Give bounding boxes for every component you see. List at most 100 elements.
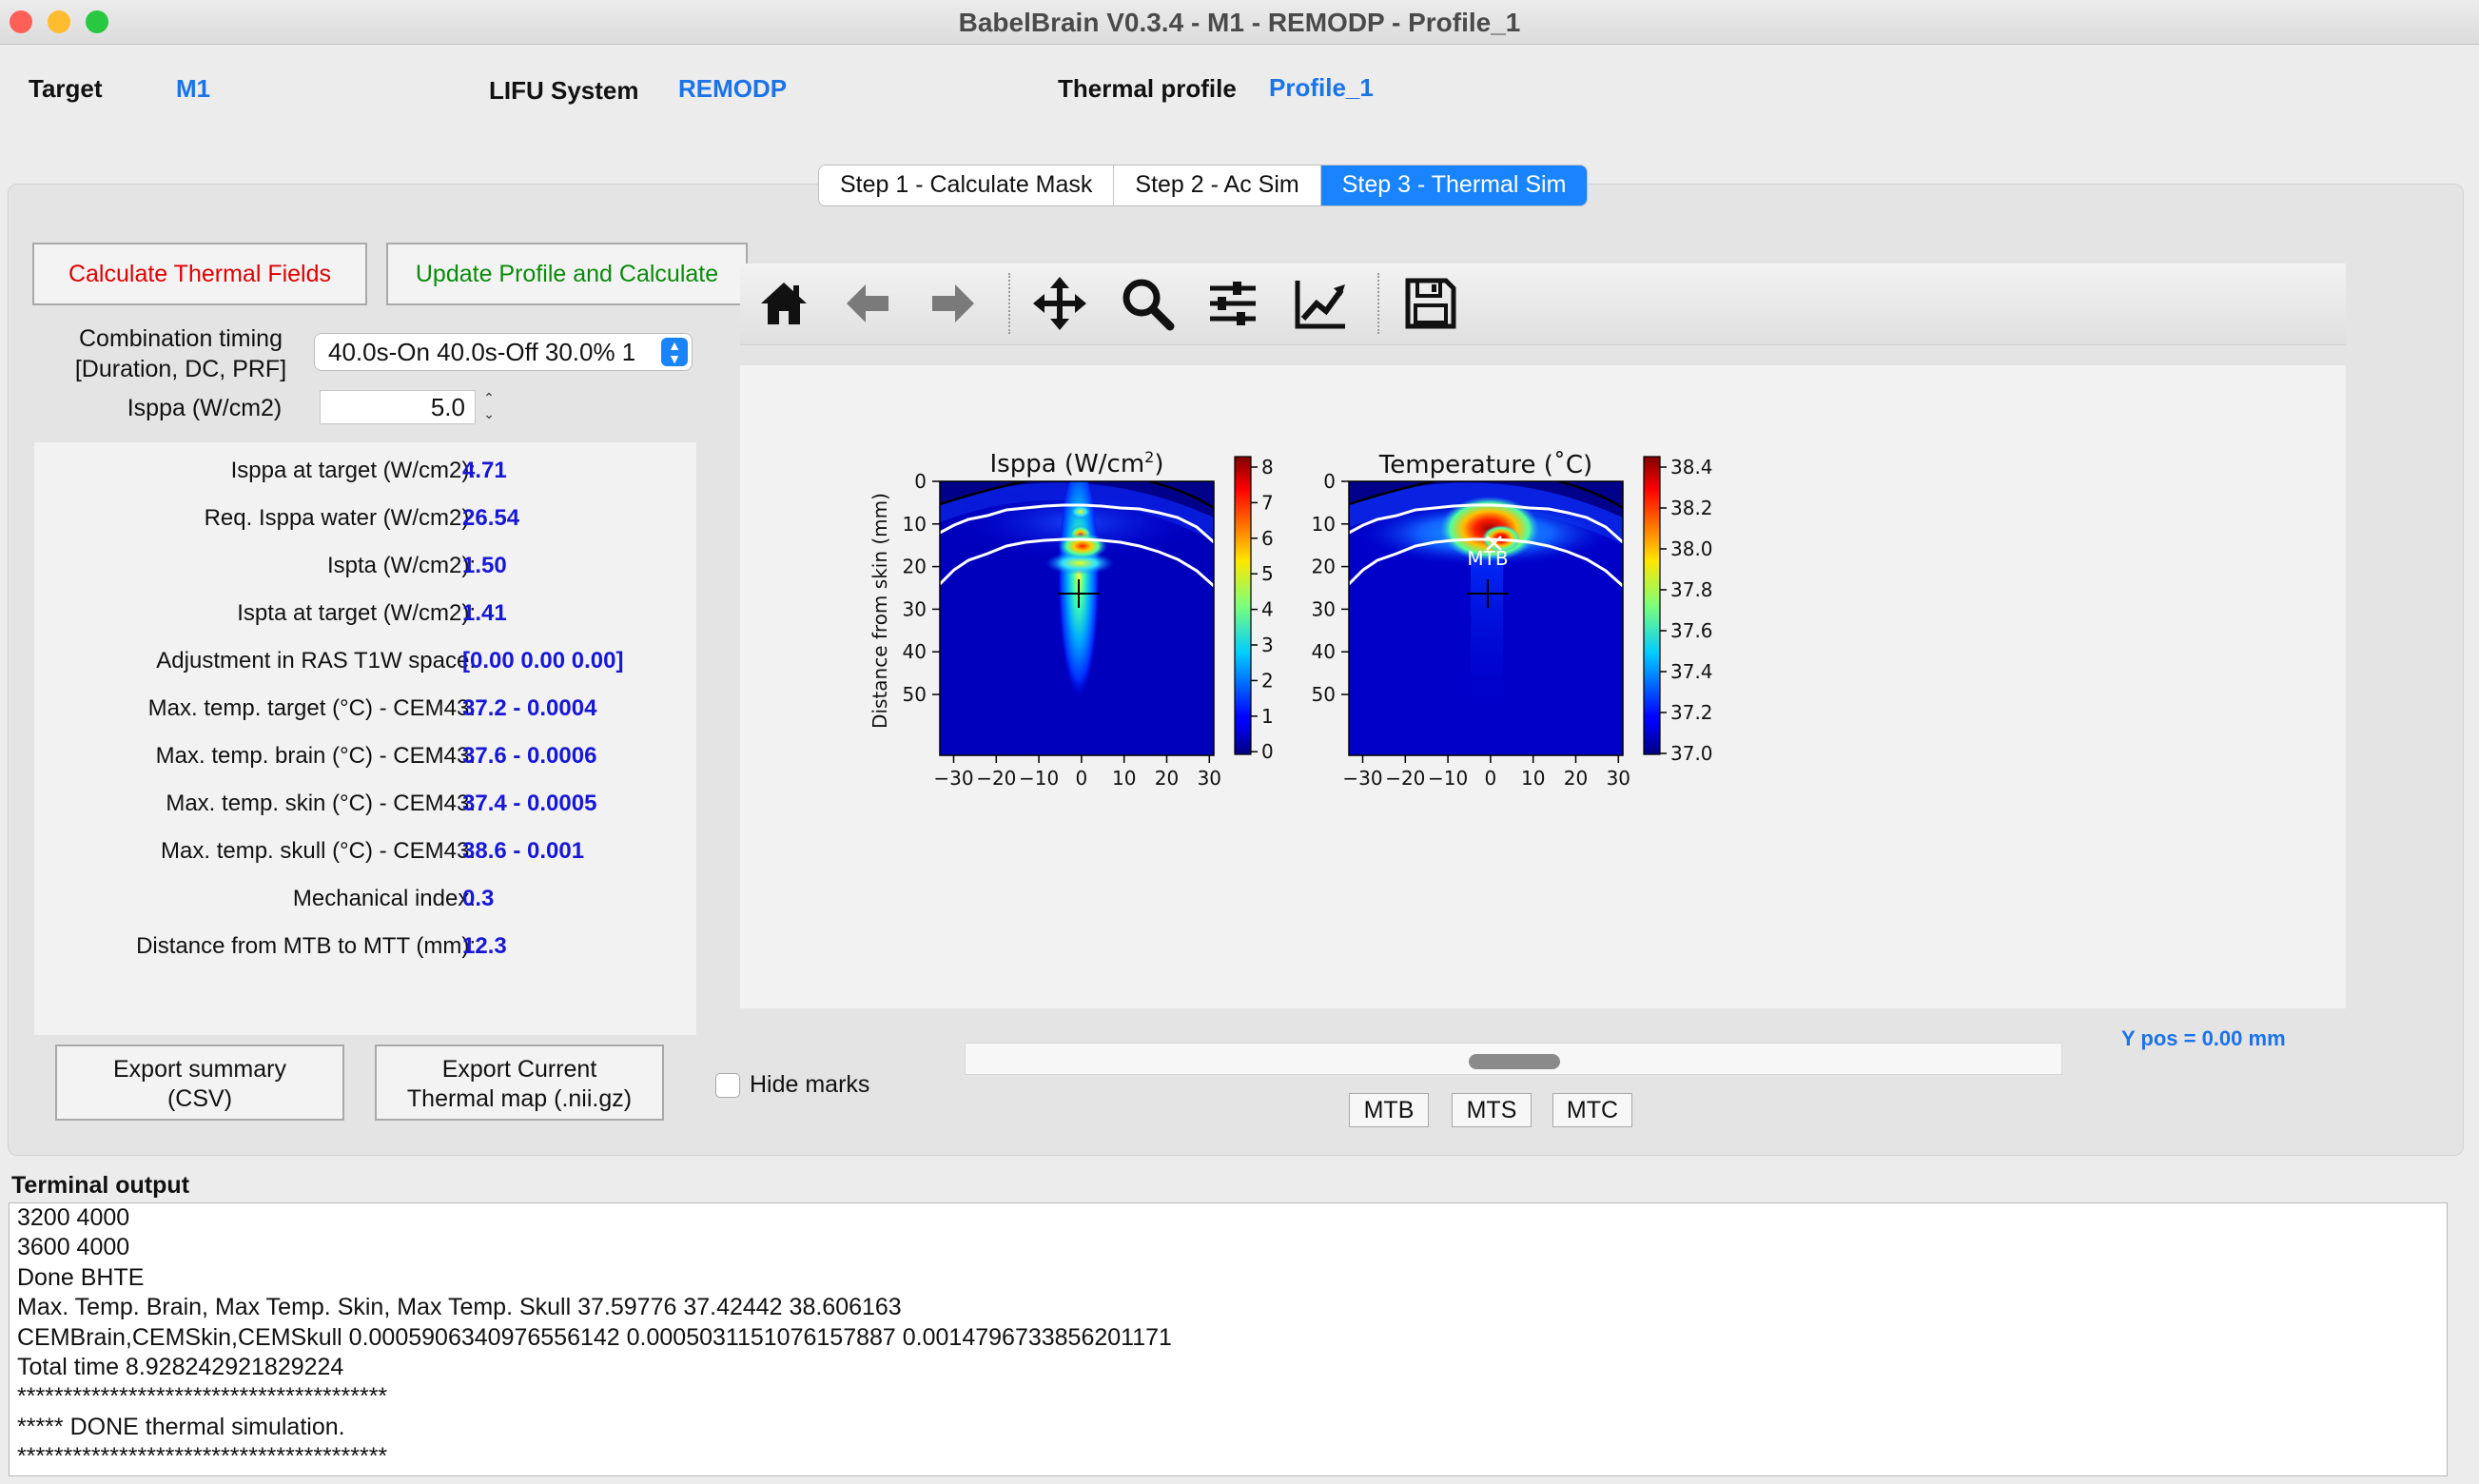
window-title: BabelBrain V0.3.4 - M1 - REMODP - Profil… — [958, 8, 1521, 37]
lifu-system-value: REMODP — [678, 74, 788, 103]
tab-ac-sim[interactable]: Step 2 - Ac Sim — [1114, 166, 1321, 205]
forward-arrow-icon[interactable] — [925, 275, 982, 332]
result-row: Max. temp. target (°C) - CEM43: 37.2 - 0.… — [34, 690, 696, 728]
home-icon[interactable] — [755, 275, 812, 332]
left-plot-frame — [939, 480, 1215, 756]
calculate-thermal-fields-button[interactable]: Calculate Thermal Fields — [32, 243, 367, 305]
pan-icon[interactable] — [1031, 275, 1088, 332]
export-thermal-map-line1: Export Current — [441, 1056, 597, 1083]
toolbar-separator — [1008, 273, 1010, 334]
colorbar-tick-label: 2 — [1261, 669, 1274, 692]
terminal-line: Done BHTE — [17, 1263, 145, 1291]
results-panel: Isppa at target (W/cm2): 4.71 Req. Isppa w… — [34, 442, 696, 1035]
isppa-label: Isppa (W/cm2) — [127, 395, 283, 421]
step-tabs: Step 1 - Calculate Mask Step 2 - Ac Sim … — [818, 165, 1589, 206]
combination-timing-value: 40.0s-On 40.0s-Off 30.0% 1 — [328, 338, 636, 366]
x-tick-label: −10 — [1019, 767, 1059, 790]
result-label: Ispta (W/cm2): — [326, 553, 476, 578]
y-tick-label: 30 — [903, 597, 927, 620]
x-tick-label: 10 — [1112, 767, 1136, 790]
isppa-stepper[interactable]: ⌃ ⌄ — [483, 390, 495, 421]
export-thermal-map-button[interactable]: Export Current Thermal map (.nii.gz) — [375, 1045, 664, 1121]
configure-subplots-icon[interactable] — [1204, 275, 1261, 332]
zoom-icon[interactable] — [1119, 275, 1176, 332]
y-axis-label: Distance from skin (mm) — [869, 493, 891, 729]
terminal-line: CEMBrain,CEMSkin,CEMSkull 0.000590634097… — [17, 1323, 1172, 1351]
terminal-line: Max. Temp. Brain, Max Temp. Skin, Max Te… — [17, 1294, 902, 1321]
tab-calculate-mask[interactable]: Step 1 - Calculate Mask — [819, 166, 1115, 205]
x-tick-label: 30 — [1607, 767, 1630, 790]
update-profile-button[interactable]: Update Profile and Calculate — [386, 243, 748, 305]
y-tick-label: 20 — [1312, 556, 1336, 578]
colorbar-tick-label: 4 — [1261, 598, 1274, 621]
left-y-axis: 0 10 20 30 40 50 — [903, 470, 940, 706]
result-label: Isppa at target (W/cm2): — [230, 458, 476, 483]
right-plot-frame — [1348, 480, 1624, 756]
result-value: 0.3 — [462, 886, 495, 911]
result-value: 12.3 — [462, 933, 507, 959]
tab-thermal-sim[interactable]: Step 3 - Thermal Sim — [1320, 166, 1588, 205]
mts-button[interactable]: MTS — [1452, 1093, 1532, 1127]
result-row: Req. Isppa water (W/cm2): 26.54 — [34, 499, 696, 537]
colorbar-tick-label: 6 — [1261, 527, 1274, 550]
result-row: Max. temp. skull (°C) - CEM43: 38.6 - 0.0… — [34, 832, 696, 870]
result-row: Adjustment in RAS T1W space: [0.00 0.00 0… — [34, 642, 696, 680]
result-value: 38.6 - 0.001 — [462, 838, 585, 864]
isppa-heatmap — [940, 481, 1214, 755]
result-label: Distance from MTB to MTT (mm): — [136, 933, 476, 959]
mtc-button[interactable]: MTC — [1552, 1093, 1632, 1127]
result-row: Ispta at target (W/cm2): 1.41 — [34, 595, 696, 633]
y-tick-label: 40 — [1312, 640, 1336, 663]
thermal-profile-value: Profile_1 — [1269, 73, 1374, 102]
isppa-input[interactable]: 5.0 — [320, 390, 476, 424]
plot-toolbar — [740, 264, 2346, 345]
y-tick-label: 30 — [1312, 597, 1336, 620]
left-plot-title: Isppa (W/cm2) — [990, 448, 1164, 478]
combination-timing-label-line2: [Duration, DC, PRF] — [74, 356, 287, 382]
combination-timing-select[interactable]: 40.0s-On 40.0s-Off 30.0% 1 ▲ ▼ — [314, 333, 693, 371]
terminal-line: 3200 4000 — [17, 1204, 130, 1231]
y-tick-label: 10 — [903, 513, 927, 536]
hide-marks-label: Hide marks — [750, 1071, 870, 1098]
result-row: Distance from MTB to MTT (mm): 12.3 — [34, 928, 696, 966]
target-value: M1 — [176, 74, 211, 103]
mtb-marker-label: MTB — [1467, 547, 1508, 570]
close-window-button[interactable] — [10, 10, 32, 33]
hide-marks-checkbox[interactable] — [715, 1073, 740, 1098]
edit-axis-icon[interactable] — [1292, 275, 1349, 332]
export-summary-line2: (CSV) — [166, 1085, 233, 1112]
right-plot-title: Temperature (˚C) — [1378, 451, 1592, 479]
target-label: Target — [29, 74, 103, 103]
terminal-output-label: Terminal output — [11, 1172, 190, 1199]
thermal-profile-label: Thermal profile — [1058, 74, 1237, 103]
mtb-button[interactable]: MTB — [1349, 1093, 1429, 1127]
result-value: 1.41 — [462, 600, 507, 626]
y-tick-label: 0 — [914, 470, 927, 493]
back-arrow-icon[interactable] — [839, 275, 896, 332]
zoom-window-button[interactable] — [86, 10, 108, 33]
figure-canvas[interactable]: Isppa (W/cm2) −30 −20 −10 0 10 20 30 0 10 20 30 40… — [740, 365, 2346, 1008]
x-tick-label: 0 — [1485, 767, 1497, 790]
isppa-colorbar-ticks: 8 7 6 5 4 3 2 1 0 — [1251, 456, 1274, 763]
left-x-axis: −30 −20 −10 0 10 20 30 — [933, 755, 1221, 790]
terminal-output[interactable]: 3200 4000 3600 4000 Done BHTE Max. Temp. Br… — [9, 1202, 2448, 1476]
combination-timing-label-line1: Combination timing — [79, 325, 283, 352]
x-tick-label: 10 — [1521, 767, 1545, 790]
result-row: Max. temp. brain (°C) - CEM43: 37.6 - 0.0… — [34, 737, 696, 775]
y-position-slider-handle[interactable] — [1469, 1054, 1560, 1069]
combination-timing-label: Combination timing [Duration, DC, PRF] — [48, 323, 314, 384]
save-icon[interactable] — [1402, 275, 1459, 332]
export-summary-button[interactable]: Export summary (CSV) — [55, 1045, 344, 1121]
temperature-heatmap: MTB — [1349, 481, 1623, 755]
temperature-colorbar — [1643, 456, 1661, 755]
lifu-system-label: LIFU System — [489, 76, 639, 105]
minimize-window-button[interactable] — [48, 10, 70, 33]
colorbar-tick-label: 37.8 — [1670, 578, 1713, 601]
colorbar-tick-label: 7 — [1261, 491, 1274, 514]
y-tick-label: 0 — [1323, 470, 1336, 493]
result-value: [0.00 0.00 0.00] — [462, 648, 624, 674]
result-value: 4.71 — [462, 458, 507, 483]
y-tick-label: 20 — [903, 556, 927, 578]
result-value: 26.54 — [462, 505, 520, 531]
x-tick-label: −20 — [976, 767, 1016, 790]
